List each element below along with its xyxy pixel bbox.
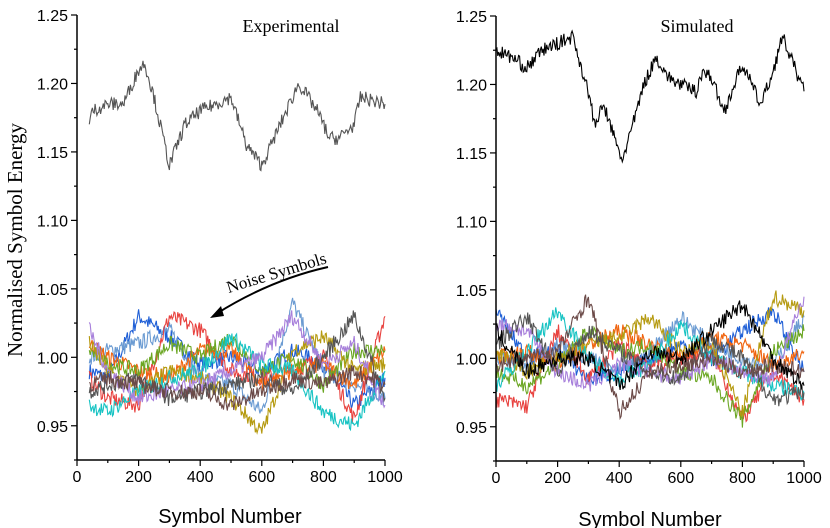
- main-series-line: [88, 60, 386, 172]
- x-tick-label: 400: [606, 470, 633, 487]
- x-tick-label: 200: [125, 469, 152, 486]
- noise-symbols-annotation: Noise Symbols: [224, 249, 328, 297]
- noise-series-line-5: [495, 324, 805, 428]
- x-tick-label: 0: [73, 469, 82, 486]
- y-tick-label: 1.15: [456, 146, 487, 163]
- y-tick-label: 1.00: [456, 351, 487, 368]
- y-tick-label: 1.20: [37, 76, 68, 93]
- y-tick-label: 1.05: [456, 283, 487, 300]
- annotation-arrowhead: [210, 306, 224, 318]
- x-tick-label: 800: [310, 469, 337, 486]
- y-tick-label: 1.10: [456, 214, 487, 231]
- experimental-panel: 0 200 400 600 800 1000 0.95 1.00 1.05 1.10 1.15 1.2…: [37, 8, 403, 486]
- noise-series-line-11: [495, 300, 805, 390]
- x-tick-label: 600: [667, 470, 694, 487]
- annotation-arrow: [215, 266, 329, 315]
- y-tick-label: 0.95: [456, 420, 487, 437]
- y-tick-label: 1.05: [37, 282, 68, 299]
- simulated-x-axis-label: Symbol Number: [578, 509, 722, 528]
- main-series-line: [495, 29, 805, 164]
- x-tick-label: 400: [187, 469, 214, 486]
- noise-series-line-7: [495, 307, 805, 402]
- x-tick-label: 1000: [786, 470, 822, 487]
- noise-series-line-6: [88, 330, 386, 435]
- x-tick-label: 1000: [367, 469, 403, 486]
- simulated-panel: 0 200 400 600 800 1000 0.95 1.00 1.05 1.10 1.15 1.2…: [456, 9, 822, 487]
- x-tick-label: 600: [248, 469, 275, 486]
- y-tick-label: 1.00: [37, 350, 68, 367]
- experimental-title: Experimental: [243, 16, 340, 36]
- simulated-title: Simulated: [661, 16, 734, 36]
- x-tick-label: 0: [492, 470, 501, 487]
- y-tick-label: 1.25: [456, 9, 487, 26]
- x-tick-label: 800: [729, 470, 756, 487]
- experimental-x-axis-label: Symbol Number: [158, 506, 302, 528]
- noise-series-line-7: [88, 332, 386, 432]
- noise-series-line-9: [495, 312, 805, 407]
- y-tick-label: 0.95: [37, 419, 68, 436]
- noise-series-line-10: [88, 365, 386, 411]
- noise-series-line-8: [88, 310, 386, 409]
- y-tick-label: 1.25: [37, 8, 68, 25]
- noise-series-line-10: [495, 294, 805, 421]
- y-tick-label: 1.10: [37, 213, 68, 230]
- y-tick-label: 1.15: [37, 145, 68, 162]
- y-tick-label: 1.20: [456, 77, 487, 94]
- y-axis-label: Normalised Symbol Energy: [3, 122, 27, 357]
- x-tick-label: 200: [544, 470, 571, 487]
